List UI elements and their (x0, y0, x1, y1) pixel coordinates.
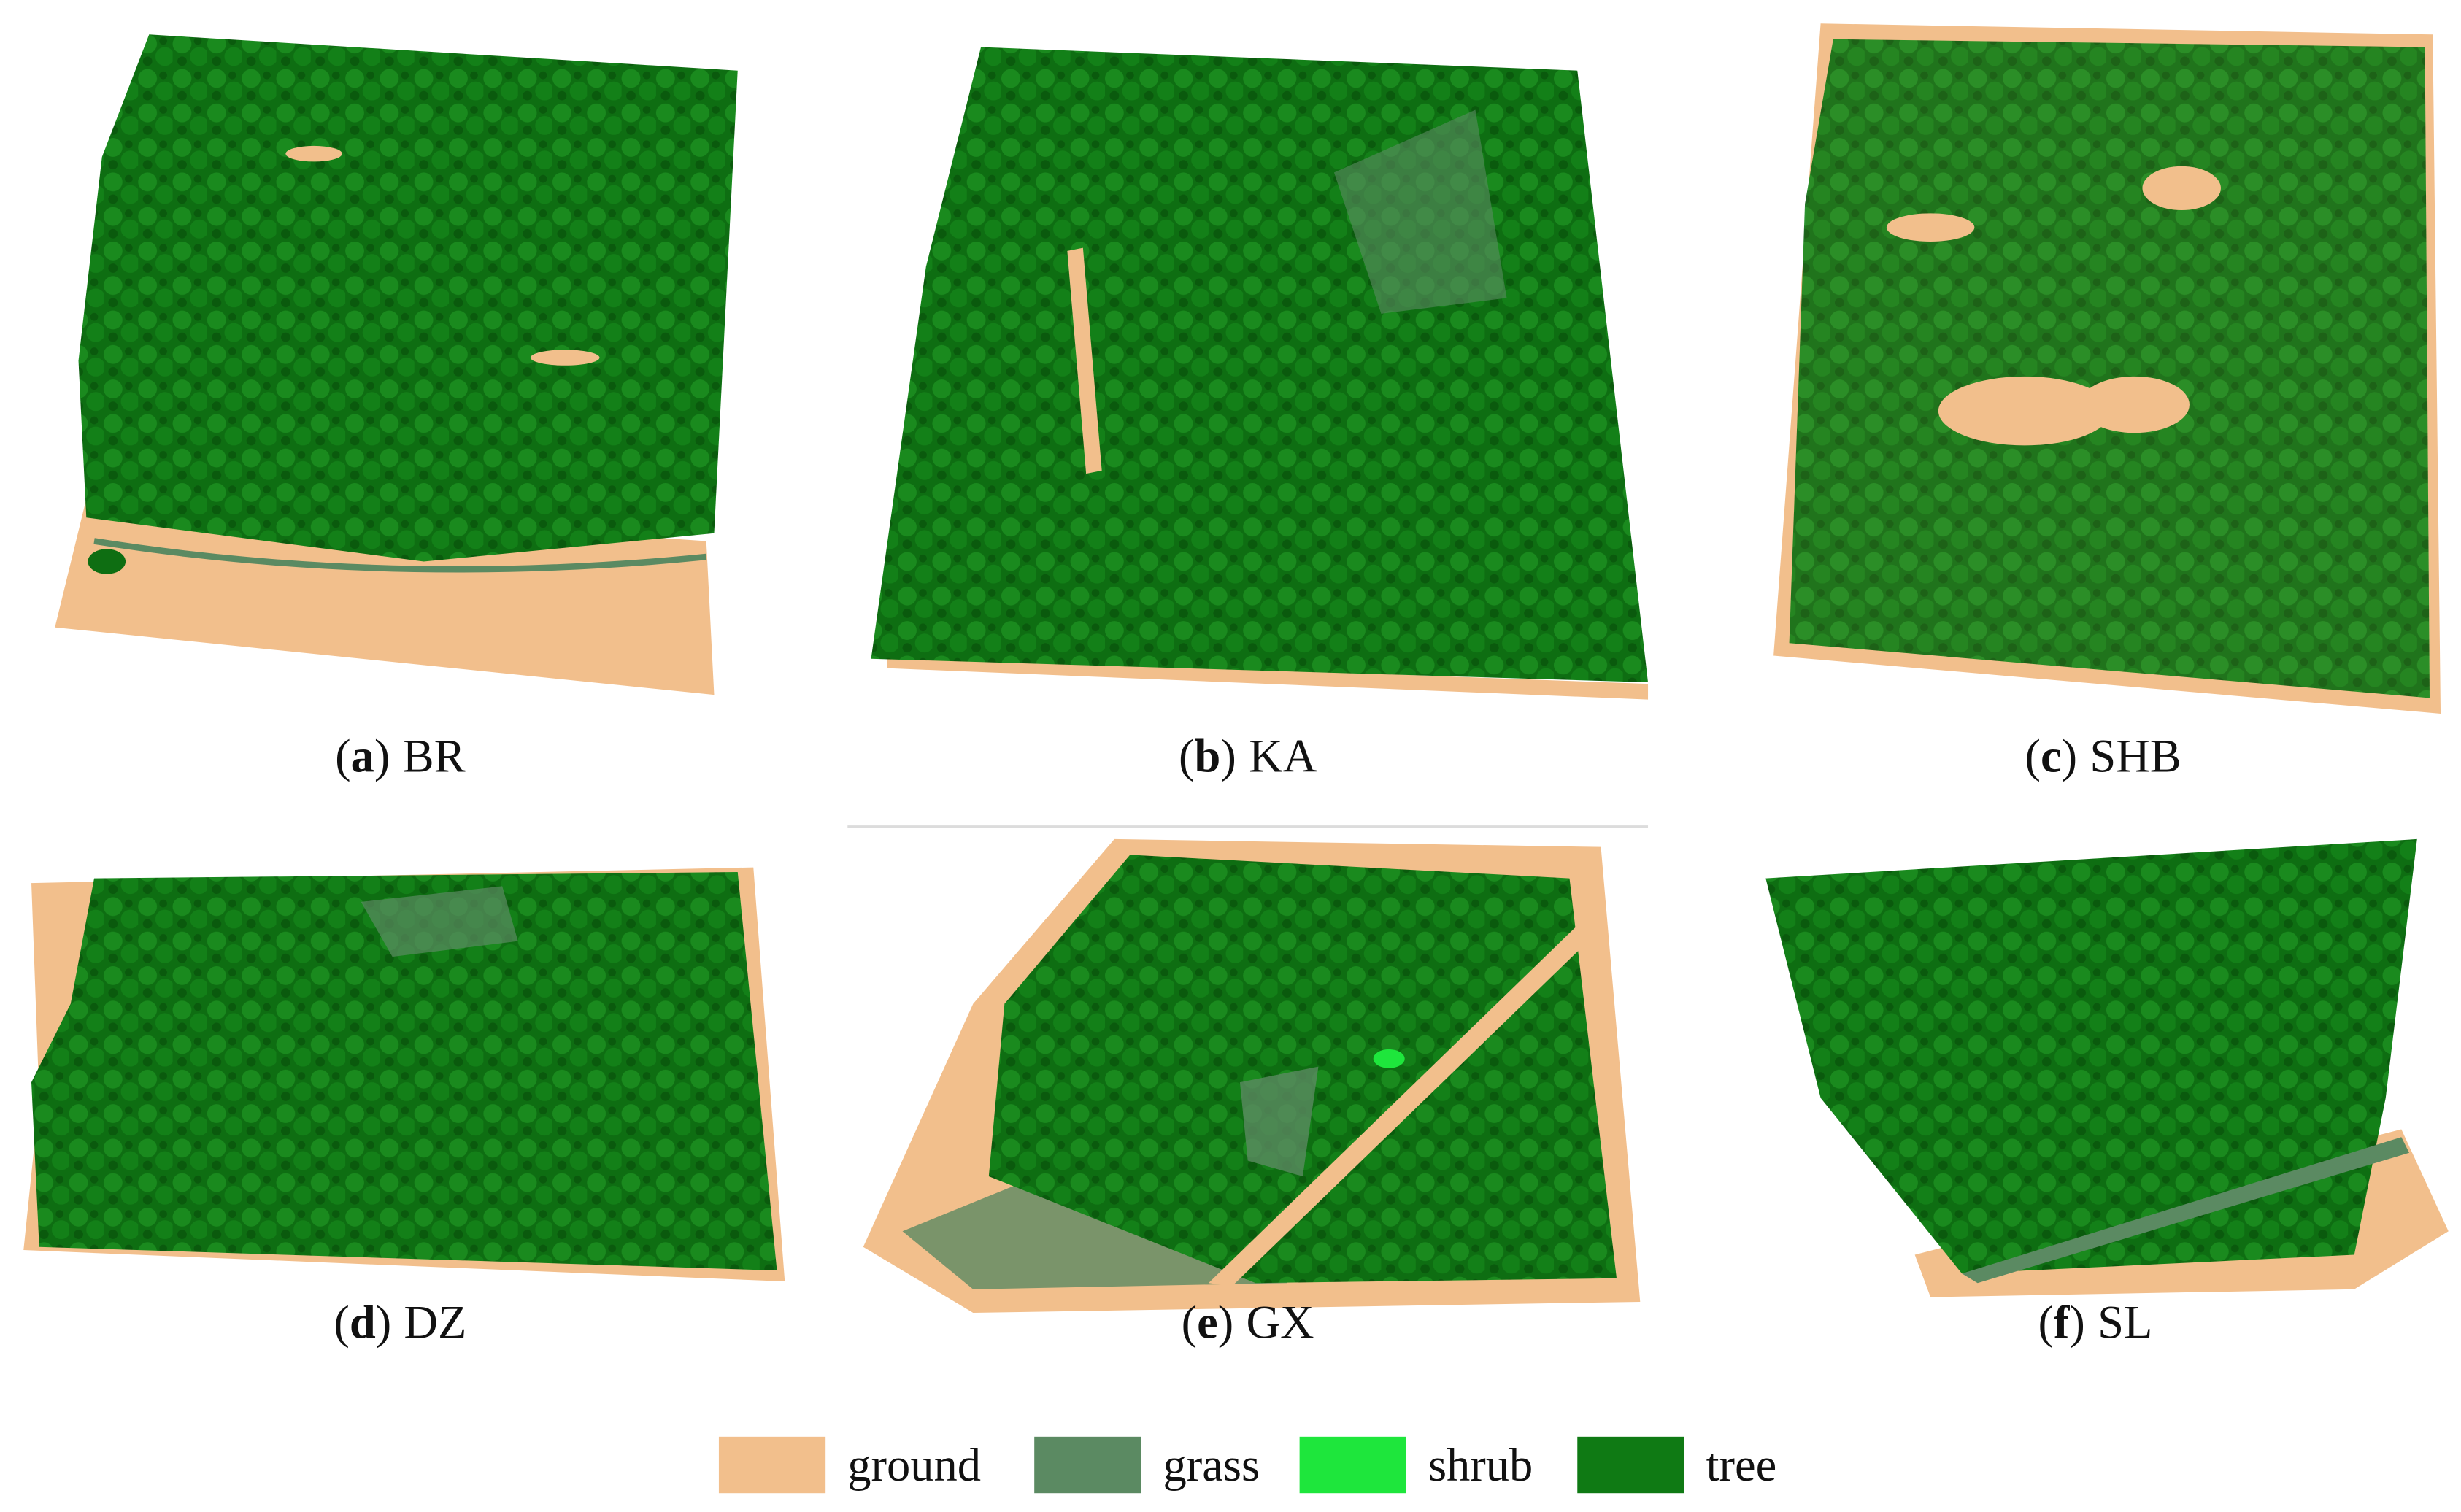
caption-letter: b (1195, 730, 1221, 782)
caption-name: SL (2098, 1296, 2152, 1348)
ground-patch (1886, 213, 1975, 242)
tree-patch (88, 549, 126, 574)
caption-letter: e (1197, 1296, 1218, 1348)
legend-label: grass (1163, 1439, 1260, 1491)
caption-letter: f (2054, 1296, 2071, 1348)
ground-patch (1938, 376, 2111, 446)
ground-strip (1067, 247, 1102, 474)
caption-paren: ( (1182, 1296, 1197, 1348)
caption-paren: ( (1179, 730, 1194, 782)
caption-paren: ) (376, 1296, 391, 1348)
caption-paren: ) (374, 730, 390, 782)
panel-a (55, 34, 738, 695)
tree-area (31, 872, 777, 1270)
caption-name: DZ (404, 1296, 466, 1348)
caption-paren: ( (2025, 730, 2041, 782)
caption-name: GX (1246, 1296, 1314, 1348)
grass-patch (1239, 1066, 1319, 1177)
shrub-patch (1373, 1049, 1405, 1068)
caption-paren: ) (1220, 730, 1236, 782)
ground-patch (2079, 376, 2190, 433)
panel-c (1773, 23, 2441, 714)
caption-paren: ) (2062, 730, 2077, 782)
ground-area (887, 655, 1649, 700)
legend-swatch (718, 1436, 826, 1494)
caption-paren: ( (2038, 1296, 2053, 1348)
caption: (b) KA (1179, 730, 1317, 782)
grass-patch (1333, 109, 1507, 314)
tree-area (1765, 838, 2417, 1274)
legend-label: ground (847, 1439, 981, 1491)
captions: (a) BR (b) KA (c) SHB(d) DZ (e) GX (f) SL (334, 730, 2181, 1349)
caption-name: KA (1249, 730, 1317, 782)
caption-paren: ( (335, 730, 350, 782)
tree-area (871, 47, 1649, 682)
panel-b (871, 47, 1649, 700)
caption-paren: ) (1218, 1296, 1233, 1348)
caption: (f) SL (2038, 1296, 2152, 1348)
ground-strip (1208, 925, 1589, 1287)
caption-paren: ( (334, 1296, 349, 1348)
caption-letter: d (350, 1296, 376, 1348)
tree-area (78, 34, 738, 562)
legend-swatch (1577, 1436, 1684, 1494)
panel-e (863, 838, 1641, 1314)
tree-area (1789, 39, 2430, 698)
ground-patch (2142, 166, 2221, 211)
caption: (c) SHB (2025, 730, 2181, 782)
legend-label: tree (1706, 1439, 1777, 1491)
grass-patch (361, 886, 518, 957)
caption-paren: ) (2069, 1296, 2084, 1348)
ground-patch (285, 145, 342, 162)
legend: ground grass shrub tree (718, 1436, 1777, 1494)
panel-d (23, 867, 785, 1282)
legend-swatch (1034, 1436, 1141, 1494)
ground-patch (530, 350, 600, 366)
legend-label: shrub (1428, 1439, 1533, 1491)
caption-letter: a (351, 730, 374, 782)
panel-f (1765, 838, 2449, 1297)
caption-letter: c (2041, 730, 2062, 782)
caption-name: BR (403, 730, 466, 782)
caption: (a) BR (335, 730, 465, 782)
tree-area (988, 855, 1617, 1284)
grass-strip (93, 538, 707, 573)
caption: (d) DZ (334, 1296, 466, 1348)
caption: (e) GX (1182, 1296, 1314, 1348)
caption-name: SHB (2090, 730, 2181, 782)
legend-swatch (1299, 1436, 1406, 1494)
grass-strip (1962, 1137, 2410, 1284)
